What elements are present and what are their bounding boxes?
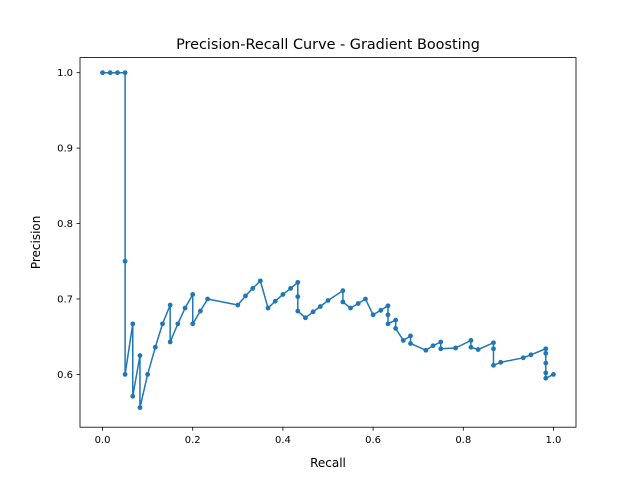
data-point xyxy=(543,360,549,366)
data-point xyxy=(295,294,301,300)
plot-area xyxy=(100,70,556,410)
data-point xyxy=(543,370,549,376)
data-point xyxy=(340,299,346,305)
data-point xyxy=(385,303,391,309)
y-tick-label: 0.8 xyxy=(57,219,73,230)
data-point xyxy=(152,344,158,350)
data-point xyxy=(408,333,413,339)
y-tick-label: 0.9 xyxy=(57,144,73,155)
data-point xyxy=(325,298,331,303)
data-point xyxy=(122,70,128,76)
data-point xyxy=(543,350,549,356)
data-point xyxy=(498,359,504,365)
data-point xyxy=(475,347,481,352)
data-point xyxy=(107,70,113,76)
data-point xyxy=(175,321,181,327)
y-axis-label: Precision xyxy=(29,216,43,270)
data-point xyxy=(257,278,263,284)
data-point xyxy=(137,353,143,358)
data-point xyxy=(363,296,368,302)
x-tick-label: 0.0 xyxy=(95,435,111,446)
data-point xyxy=(303,315,308,321)
data-point xyxy=(167,302,173,308)
data-point xyxy=(551,372,556,377)
data-point xyxy=(250,286,256,291)
data-point xyxy=(310,309,316,315)
data-point xyxy=(295,308,301,314)
data-point xyxy=(160,321,165,327)
data-point xyxy=(408,341,413,346)
data-point xyxy=(385,321,391,327)
data-point xyxy=(491,340,496,346)
data-point xyxy=(393,317,399,323)
data-point xyxy=(468,338,474,343)
y-tick-label: 1.0 xyxy=(57,68,73,79)
x-axis: 0.0 0.2 0.4 0.6 0.8 1.0 xyxy=(95,427,562,446)
data-point xyxy=(370,312,376,318)
chart-title: Precision-Recall Curve - Gradient Boosti… xyxy=(176,37,480,53)
data-point xyxy=(122,258,128,264)
y-axis: 0.6 0.7 0.8 0.9 1.0 xyxy=(57,68,80,381)
data-point xyxy=(438,346,444,352)
data-point xyxy=(295,279,301,285)
data-point xyxy=(115,70,120,76)
data-point xyxy=(272,298,278,304)
data-point xyxy=(355,301,361,306)
data-point xyxy=(317,304,323,309)
data-point xyxy=(190,292,196,297)
data-point xyxy=(468,344,474,350)
data-point xyxy=(378,307,384,313)
data-point xyxy=(528,352,534,358)
data-point xyxy=(122,372,128,377)
data-point xyxy=(280,292,286,297)
x-tick-label: 0.8 xyxy=(455,435,471,446)
data-point xyxy=(491,346,496,352)
x-tick-label: 1.0 xyxy=(546,435,562,446)
data-point xyxy=(130,321,136,327)
data-point xyxy=(385,312,391,318)
data-point xyxy=(137,405,143,410)
data-point xyxy=(453,345,459,351)
y-tick-label: 0.6 xyxy=(57,370,73,381)
data-point xyxy=(205,296,211,302)
data-point xyxy=(197,308,203,314)
data-point xyxy=(130,393,136,399)
data-point xyxy=(438,339,444,345)
data-point xyxy=(393,325,399,331)
data-point xyxy=(423,347,429,353)
data-point xyxy=(520,355,526,361)
x-tick-label: 0.6 xyxy=(365,435,381,446)
data-point xyxy=(235,302,241,308)
data-point xyxy=(182,305,188,311)
data-point xyxy=(430,343,436,349)
x-tick-label: 0.4 xyxy=(275,435,291,446)
data-point xyxy=(491,362,496,368)
data-point xyxy=(400,338,406,343)
data-point xyxy=(543,375,549,381)
x-axis-label: Recall xyxy=(310,456,346,470)
data-point xyxy=(348,305,353,311)
data-point xyxy=(288,286,293,291)
data-point xyxy=(340,288,346,294)
data-point xyxy=(265,305,271,311)
plot-frame xyxy=(79,57,577,428)
data-point xyxy=(190,321,196,327)
data-point xyxy=(100,70,105,76)
x-tick-label: 0.2 xyxy=(185,435,201,446)
data-point xyxy=(243,293,248,299)
y-tick-label: 0.7 xyxy=(57,294,73,305)
data-point xyxy=(543,346,549,352)
data-point xyxy=(145,372,151,377)
data-point xyxy=(167,339,173,345)
